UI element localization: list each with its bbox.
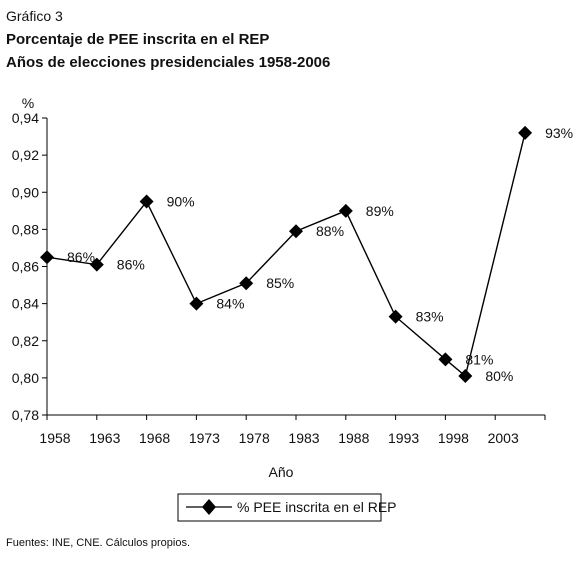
- data-point-marker: [289, 224, 303, 239]
- chart-title: Porcentaje de PEE inscrita en el REP: [6, 31, 270, 48]
- data-point-marker: [338, 203, 353, 218]
- data-point-marker: [388, 309, 403, 324]
- data-label: 93%: [545, 125, 573, 141]
- data-point-marker: [458, 369, 473, 384]
- data-point-marker: [518, 125, 533, 140]
- data-label: 81%: [465, 351, 493, 367]
- source-note: Fuentes: INE, CNE. Cálculos propios.: [6, 537, 191, 549]
- y-tick-label: 0,88: [12, 221, 39, 237]
- y-tick-label: 0,86: [12, 259, 39, 275]
- data-point-marker: [438, 352, 453, 367]
- data-label: 86%: [67, 249, 95, 265]
- legend-label: % PEE inscrita en el REP: [237, 499, 397, 515]
- x-tick-label: 1968: [139, 430, 170, 446]
- y-tick-label: 0,82: [12, 333, 39, 349]
- x-tick-label: 2003: [488, 430, 519, 446]
- data-point-marker: [139, 194, 154, 209]
- data-point-marker: [239, 276, 254, 291]
- y-tick-label: 0,80: [12, 370, 39, 386]
- data-label: 89%: [366, 203, 394, 219]
- legend: % PEE inscrita en el REP: [177, 493, 397, 522]
- data-label: 80%: [485, 368, 513, 384]
- data-point-marker: [40, 250, 54, 265]
- y-tick-label: 0,92: [12, 147, 39, 163]
- series-line: [46, 132, 526, 378]
- data-label: 88%: [316, 223, 344, 239]
- x-tick-label: 1983: [288, 430, 319, 446]
- y-axis-title: %: [22, 95, 34, 111]
- data-label: 83%: [416, 309, 444, 325]
- y-tick-label: 0,84: [12, 296, 39, 312]
- y-tick-label: 0,94: [12, 110, 39, 126]
- x-tick-label: 1993: [388, 430, 419, 446]
- x-tick-label: 1988: [338, 430, 369, 446]
- data-point-marker: [189, 296, 204, 311]
- figure-caption: Gráfico 3: [6, 8, 63, 24]
- x-tick-label: 1958: [39, 430, 70, 446]
- plot-area: 86% 86% 90% 84% 85% 88% 89% 83% 81%80% 93%: [40, 125, 573, 384]
- x-tick-label: 1973: [189, 430, 220, 446]
- legend-marker: [202, 499, 216, 515]
- chart-subtitle: Años de elecciones presidenciales 1958-2…: [6, 54, 331, 71]
- x-tick-label: 1978: [239, 430, 270, 446]
- x-tick-label: 1963: [89, 430, 120, 446]
- axes: 0,78 0,80 0,82 0,84 0,86 0,88 0,90 0,92 0,94 1958…: [12, 110, 546, 446]
- data-label: 90%: [167, 194, 195, 210]
- y-tick-label: 0,90: [12, 184, 39, 200]
- x-axis-title: Año: [269, 464, 294, 480]
- y-tick-label: 0,78: [12, 407, 39, 423]
- data-label: 84%: [216, 296, 244, 312]
- data-label: 86%: [117, 257, 145, 273]
- data-point-marker: [89, 257, 104, 272]
- x-tick-label: 1998: [438, 430, 469, 446]
- data-label: 85%: [266, 275, 294, 291]
